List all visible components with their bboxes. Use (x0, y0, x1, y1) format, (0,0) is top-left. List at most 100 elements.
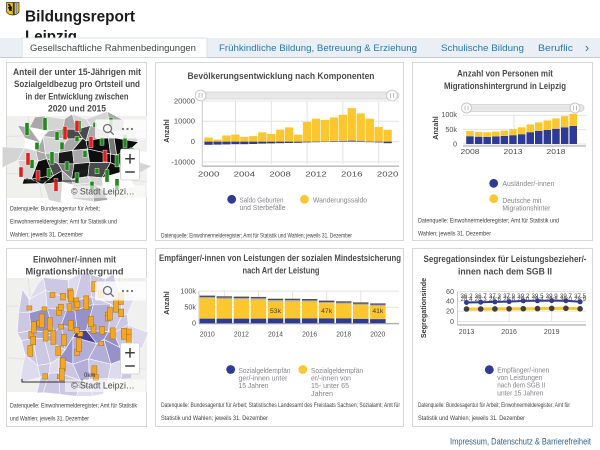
svg-text:Segregationsinde: Segregationsinde (419, 278, 428, 338)
svg-text:100k: 100k (441, 110, 457, 119)
svg-text:Ausländer/-innen: Ausländer/-innen (502, 179, 554, 188)
svg-text:Gesellschaftliche Rahmenbeding: Gesellschaftliche Rahmenbedingungen (30, 43, 196, 53)
svg-text:37.9: 37.9 (503, 293, 516, 300)
svg-text:Anzahl: Anzahl (162, 119, 171, 143)
svg-text:Anzahl: Anzahl (431, 116, 440, 140)
svg-text:37.5: 37.5 (574, 293, 587, 300)
svg-text:2020: 2020 (370, 331, 385, 338)
svg-text:Wahlen; jeweils 31. Dezember: Wahlen; jeweils 31. Dezember (10, 232, 83, 239)
svg-text:nach dem SGB II: nach dem SGB II (497, 381, 545, 390)
svg-text:Sozialgeldempfän: Sozialgeldempfän (311, 366, 363, 375)
svg-text:Migrationshinter: Migrationshinter (502, 203, 551, 212)
svg-text:15 Jahren: 15 Jahren (239, 381, 269, 390)
svg-text:20000: 20000 (174, 97, 195, 106)
svg-text:Einwohner/-innen mit: Einwohner/-innen mit (33, 255, 116, 265)
svg-text:0: 0 (192, 319, 196, 328)
svg-text:20: 20 (446, 307, 454, 316)
svg-text:47k: 47k (321, 308, 333, 315)
svg-text:Datenquelle: Einwohnermeldereg: Datenquelle: Einwohnermelderegister; Amt… (418, 218, 559, 225)
svg-text:Sozialgeldempfän: Sozialgeldempfän (239, 366, 291, 375)
svg-text:© Stadt Leipzi…: © Stadt Leipzi… (71, 381, 135, 391)
svg-text:15- unter 65: 15- unter 65 (311, 381, 349, 390)
svg-text:Wahlen; jeweils 31. Dezember: Wahlen; jeweils 31. Dezember (418, 231, 491, 238)
svg-text:2012: 2012 (305, 169, 327, 178)
svg-text:29.0: 29.0 (517, 296, 530, 303)
svg-text:nach Art der Leistung: nach Art der Leistung (243, 266, 320, 276)
svg-text:Datenquelle: Einwohnermeldereg: Datenquelle: Einwohnermelderegister; Amt… (161, 233, 352, 240)
svg-text:Wanderungssaldo: Wanderungssaldo (313, 196, 367, 205)
svg-text:in der Entwicklung zwischen: in der Entwicklung zwischen (26, 92, 129, 102)
svg-text:2016: 2016 (341, 169, 363, 178)
svg-text:Saldo Geburten: Saldo Geburten (240, 196, 284, 205)
svg-text:2013: 2013 (459, 327, 475, 336)
svg-text:39.7: 39.7 (560, 293, 573, 300)
svg-text:2000: 2000 (198, 169, 220, 178)
svg-text:2016: 2016 (501, 327, 517, 336)
svg-text:Bevölkerungsentwicklung nach K: Bevölkerungsentwicklung nach Komponenten (188, 71, 375, 81)
svg-text:-10000: -10000 (171, 157, 195, 166)
svg-text:2020 und 2015: 2020 und 2015 (48, 104, 106, 114)
svg-text:Deutsche mit: Deutsche mit (502, 196, 541, 205)
svg-text:Anzahl: Anzahl (162, 291, 171, 315)
svg-text:Datenquelle: Bundesagentur für: Datenquelle: Bundesagentur für Arbeit; E… (418, 402, 570, 409)
svg-text:© Stadt Leipzi…: © Stadt Leipzi… (71, 187, 135, 197)
svg-text:2016: 2016 (302, 331, 317, 338)
svg-text:0km: 0km (84, 373, 95, 379)
svg-text:2018: 2018 (547, 147, 566, 156)
svg-text:2010: 2010 (200, 331, 215, 338)
svg-text:Statistik und Wahlen; jeweils: Statistik und Wahlen; jeweils 31. Dezemb… (418, 415, 525, 422)
svg-text:und Sterbefälle: und Sterbefälle (240, 203, 286, 212)
svg-text:Einwohnermelderegister; Amt fü: Einwohnermelderegister; Amt für Statisti… (10, 219, 117, 226)
svg-text:2014: 2014 (268, 331, 283, 338)
svg-text:und Wahlen; jeweils 31. Dezemb: und Wahlen; jeweils 31. Dezember (10, 416, 89, 423)
svg-text:Anzahl von Personen mit: Anzahl von Personen mit (457, 68, 553, 78)
svg-text:29.8: 29.8 (546, 296, 559, 303)
svg-text:2008: 2008 (461, 147, 480, 156)
svg-text:28.3: 28.3 (475, 296, 488, 303)
svg-text:0: 0 (450, 317, 454, 326)
svg-text:40: 40 (446, 297, 454, 306)
svg-text:30.0: 30.0 (560, 296, 573, 303)
svg-text:39.2: 39.2 (517, 293, 530, 300)
svg-text:36.2: 36.2 (460, 293, 473, 300)
svg-text:50k: 50k (445, 125, 457, 134)
svg-text:Empfänger/-innen von Leistunge: Empfänger/-innen von Leistungen der sozi… (159, 253, 401, 263)
svg-text:2012: 2012 (234, 331, 249, 338)
svg-text:Frühkindliche Bildung, Betreuu: Frühkindliche Bildung, Betreuung & Erzie… (219, 43, 417, 53)
svg-text:28.6: 28.6 (489, 296, 502, 303)
svg-text:Statistik und Wahlen; jeweils: Statistik und Wahlen; jeweils 31. Dezemb… (161, 415, 268, 422)
svg-text:Datenquelle: Einwohnermeldereg: Datenquelle: Einwohnermelderegister; Amt… (10, 403, 138, 410)
svg-text:von Leistungen: von Leistungen (497, 373, 542, 382)
svg-text:Jahren: Jahren (311, 389, 333, 398)
svg-text:Empfänger/-innen: Empfänger/-innen (497, 366, 549, 375)
svg-text:28.8: 28.8 (503, 296, 516, 303)
svg-text:41k: 41k (372, 308, 384, 315)
svg-text:unter 15 Jahren: unter 15 Jahren (497, 388, 543, 397)
svg-text:28.4: 28.4 (460, 296, 473, 303)
svg-text:km: km (79, 170, 87, 176)
svg-text:10000: 10000 (174, 117, 195, 126)
svg-text:Anteil der unter 15-Jährigen m: Anteil der unter 15-Jährigen mit (13, 67, 141, 77)
svg-text:29.4: 29.4 (531, 296, 544, 303)
svg-text:Datenquelle: Bundesagentur für: Datenquelle: Bundesagentur für Arbeit; S… (161, 402, 400, 409)
svg-text:Migrationshintergrund in Leipz: Migrationshintergrund in Leipzig (444, 81, 566, 91)
svg-text:Impressum, Datenschutz & Barri: Impressum, Datenschutz & Barrierefreihei… (450, 437, 591, 447)
svg-text:2019: 2019 (544, 327, 560, 336)
svg-text:Sozialgeldbezug pro Ortsteil u: Sozialgeldbezug pro Ortsteil und (14, 79, 140, 89)
svg-text:60: 60 (446, 287, 454, 296)
svg-text:2004: 2004 (234, 169, 256, 178)
svg-text:0: 0 (453, 139, 457, 148)
svg-text:ger/-innen unter: ger/-innen unter (239, 374, 289, 383)
svg-text:›: › (585, 41, 589, 55)
svg-text:28.9: 28.9 (574, 296, 587, 303)
svg-text:Schulische Bildung: Schulische Bildung (441, 43, 524, 53)
svg-text:100k: 100k (180, 287, 196, 296)
svg-text:Segregationsindex für Leistung: Segregationsindex für Leistungsbezieher/… (424, 254, 587, 264)
svg-text:er/-innen von: er/-innen von (311, 374, 351, 383)
svg-text:Bildungsreport: Bildungsreport (25, 9, 135, 26)
svg-text:39.5: 39.5 (531, 293, 544, 300)
svg-text:Migrationshintergrund: Migrationshintergrund (26, 267, 124, 277)
svg-text:2020: 2020 (377, 169, 399, 178)
svg-text:0: 0 (191, 137, 195, 146)
svg-text:50k: 50k (184, 303, 196, 312)
